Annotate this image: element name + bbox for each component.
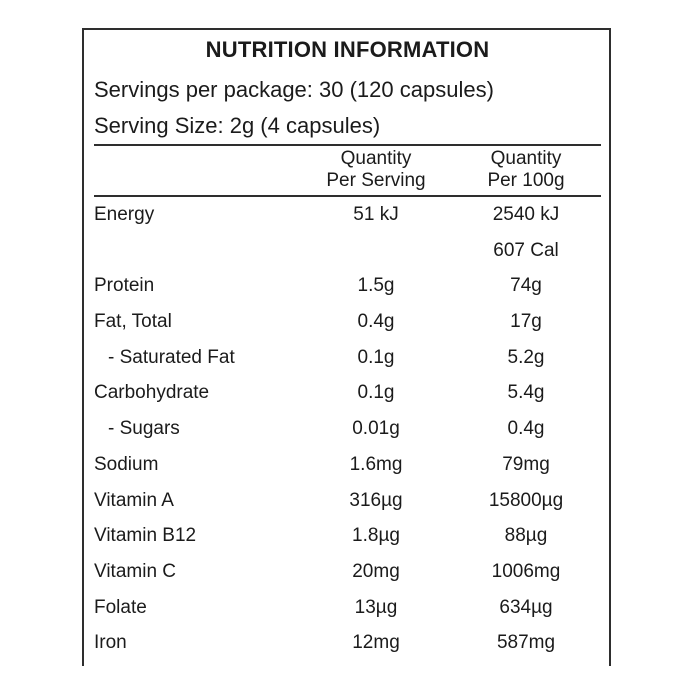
table-header-row: Quantity Per Serving Quantity Per 100g [94, 146, 601, 195]
nutrient-name: Sodium [94, 453, 159, 475]
column-header-nutrient-empty [94, 168, 301, 173]
column-header-quantity-label: Quantity [340, 148, 412, 169]
nutrient-name: Folate [94, 596, 147, 618]
column-header-per-serving-label: Per Serving [326, 170, 426, 191]
nutrient-name: - Saturated Fat [108, 346, 235, 368]
column-header-quantity-label: Quantity [490, 148, 562, 169]
nutrient-name: Protein [94, 275, 155, 297]
quantity-per-100g-value: 634µg [499, 596, 553, 618]
quantity-per-100g-value: 15800µg [488, 489, 564, 511]
nutrition-panel: NUTRITION INFORMATION Servings per packa… [82, 28, 611, 666]
table-row: 607 Cal [94, 233, 601, 269]
table-row: Carbohydrate 0.1g 5.4g [94, 375, 601, 411]
column-header-per-100g-label: Per 100g [487, 170, 565, 191]
nutrient-name: Energy [94, 204, 155, 225]
table-row: Folate 13µg 634µg [94, 590, 601, 626]
table-row: Iron 12mg 587mg [94, 625, 601, 661]
nutrient-name: Carbohydrate [94, 382, 210, 404]
quantity-per-serving-value: 12mg [352, 632, 400, 654]
servings-per-package: Servings per package: 30 (120 capsules) [94, 77, 494, 102]
quantity-per-serving-value: 0.1g [357, 382, 395, 404]
divider-above-header [94, 144, 601, 146]
quantity-per-100g-value: 17g [510, 311, 542, 333]
table-row: - Saturated Fat 0.1g 5.2g [94, 340, 601, 376]
quantity-per-serving-value: 316µg [349, 489, 403, 511]
nutrient-name: Vitamin A [94, 489, 174, 511]
divider-below-header [94, 195, 601, 197]
table-row: Sodium 1.6mg 79mg [94, 447, 601, 483]
serving-size: Serving Size: 2g (4 capsules) [94, 113, 381, 138]
quantity-per-100g-value: 0.4g [507, 418, 545, 440]
table-row: Vitamin A 316µg 15800µg [94, 483, 601, 519]
quantity-per-100g-value: 88µg [504, 525, 548, 547]
quantity-per-100g-value: 74g [510, 275, 542, 297]
quantity-per-100g-value: 79mg [502, 453, 550, 475]
quantity-per-serving-value: 20mg [352, 560, 400, 582]
column-header-per-100g: Quantity Per 100g [451, 146, 601, 195]
table-row: Protein 1.5g 74g [94, 268, 601, 304]
quantity-per-serving-value: 13µg [354, 596, 398, 618]
quantity-per-serving-value: 0.01g [352, 418, 400, 440]
nutrient-rows: Energy 51 kJ 2540 kJ 607 Cal Protein 1.5… [94, 197, 601, 661]
quantity-per-serving-value: 1.5g [357, 275, 395, 297]
column-header-per-serving: Quantity Per Serving [301, 146, 451, 195]
table-row: Vitamin B12 1.8µg 88µg [94, 518, 601, 554]
quantity-per-100g-value: 2540 kJ [492, 204, 560, 225]
nutrient-name: Fat, Total [94, 311, 172, 333]
quantity-per-serving-value: 0.4g [357, 311, 395, 333]
quantity-per-serving-value: 0.1g [357, 346, 395, 368]
table-row: Fat, Total 0.4g 17g [94, 304, 601, 340]
table-row: Vitamin C 20mg 1006mg [94, 554, 601, 590]
panel-title: NUTRITION INFORMATION [205, 37, 490, 62]
nutrient-name: Iron [94, 632, 127, 654]
table-row: Energy 51 kJ 2540 kJ [94, 197, 601, 233]
quantity-per-100g-value: 5.2g [507, 346, 545, 368]
quantity-per-100g-value: 607 Cal [493, 239, 559, 261]
quantity-per-100g-value: 587mg [496, 632, 556, 654]
quantity-per-100g-value: 1006mg [491, 560, 561, 582]
quantity-per-serving-value: 51 kJ [353, 204, 399, 225]
quantity-per-100g-value: 5.4g [507, 382, 545, 404]
table-row: - Sugars 0.01g 0.4g [94, 411, 601, 447]
nutrient-name: Vitamin C [94, 560, 177, 582]
nutrient-name: Vitamin B12 [94, 525, 197, 547]
quantity-per-serving-value: 1.8µg [352, 525, 400, 547]
nutrient-name: - Sugars [108, 418, 180, 440]
quantity-per-serving-value: 1.6mg [349, 453, 403, 475]
